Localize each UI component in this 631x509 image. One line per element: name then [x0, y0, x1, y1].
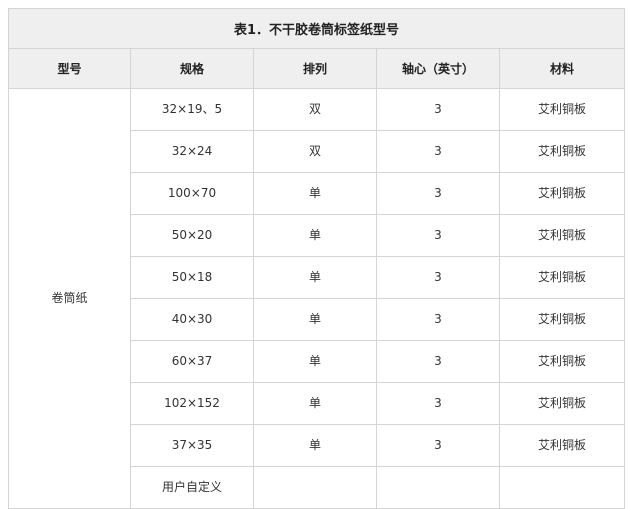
cell-arrangement	[253, 466, 377, 509]
cell-core: 3	[376, 172, 500, 215]
cell-material: 艾利铜板	[498, 424, 626, 467]
cell-core: 3	[376, 256, 500, 299]
cell-core: 3	[376, 382, 500, 425]
cell-arrangement: 单	[253, 382, 377, 425]
cell-arrangement: 单	[253, 298, 377, 341]
cell-core: 3	[376, 340, 500, 383]
cell-core: 3	[376, 88, 500, 131]
cell-spec: 32×19、5	[130, 88, 254, 131]
header-material: 材料	[498, 48, 626, 89]
cell-core: 3	[376, 214, 500, 257]
cell-spec: 40×30	[130, 298, 254, 341]
cell-arrangement: 单	[253, 172, 377, 215]
table-title: 表1．不干胶卷筒标签纸型号	[7, 8, 626, 49]
cell-spec: 100×70	[130, 172, 254, 215]
cell-material: 艾利铜板	[498, 130, 626, 173]
table-row: 40×30 单 3 艾利铜板	[9, 298, 626, 341]
cell-material: 艾利铜板	[498, 172, 626, 215]
cell-spec: 用户自定义	[130, 466, 254, 509]
cell-arrangement: 双	[253, 88, 377, 131]
header-model: 型号	[8, 48, 131, 89]
cell-spec: 50×20	[130, 214, 254, 257]
cell-material: 艾利铜板	[498, 256, 626, 299]
cell-material: 艾利铜板	[498, 214, 626, 257]
cell-material: 艾利铜板	[498, 298, 626, 341]
table-row: 37×35 单 3 艾利铜板	[9, 424, 626, 467]
table-title-row: 表1．不干胶卷筒标签纸型号	[7, 8, 626, 49]
header-core: 轴心（英寸）	[376, 48, 500, 89]
cell-spec: 37×35	[130, 424, 254, 467]
cell-model: 卷筒纸	[8, 88, 131, 509]
cell-spec: 32×24	[130, 130, 254, 173]
cell-material	[498, 466, 626, 509]
cell-material: 艾利铜板	[498, 88, 626, 131]
cell-arrangement: 单	[253, 256, 377, 299]
cell-arrangement: 单	[253, 214, 377, 257]
cell-spec: 60×37	[130, 340, 254, 383]
label-paper-table: 表1．不干胶卷筒标签纸型号 型号 规格 排列 轴心（英寸） 材料 卷筒纸 32×1…	[7, 8, 626, 509]
table-row: 50×20 单 3 艾利铜板	[9, 214, 626, 257]
table-row: 60×37 单 3 艾利铜板	[9, 340, 626, 383]
header-spec: 规格	[130, 48, 254, 89]
cell-spec: 50×18	[130, 256, 254, 299]
table-header-row: 型号 规格 排列 轴心（英寸） 材料	[8, 48, 626, 89]
table-row: 50×18 单 3 艾利铜板	[9, 256, 626, 299]
table-row: 卷筒纸 32×19、5 双 3 艾利铜板	[8, 88, 626, 509]
header-arrangement: 排列	[253, 48, 377, 89]
cell-arrangement: 双	[253, 130, 377, 173]
cell-arrangement: 单	[253, 340, 377, 383]
cell-core: 3	[376, 424, 500, 467]
cell-material: 艾利铜板	[498, 382, 626, 425]
cell-core: 3	[376, 130, 500, 173]
table-row: 100×70 单 3 艾利铜板	[9, 172, 626, 215]
table-row: 102×152 单 3 艾利铜板	[9, 382, 626, 425]
cell-material: 艾利铜板	[498, 340, 626, 383]
cell-arrangement: 单	[253, 424, 377, 467]
cell-spec: 102×152	[130, 382, 254, 425]
cell-core	[376, 466, 500, 509]
cell-core: 3	[376, 298, 500, 341]
